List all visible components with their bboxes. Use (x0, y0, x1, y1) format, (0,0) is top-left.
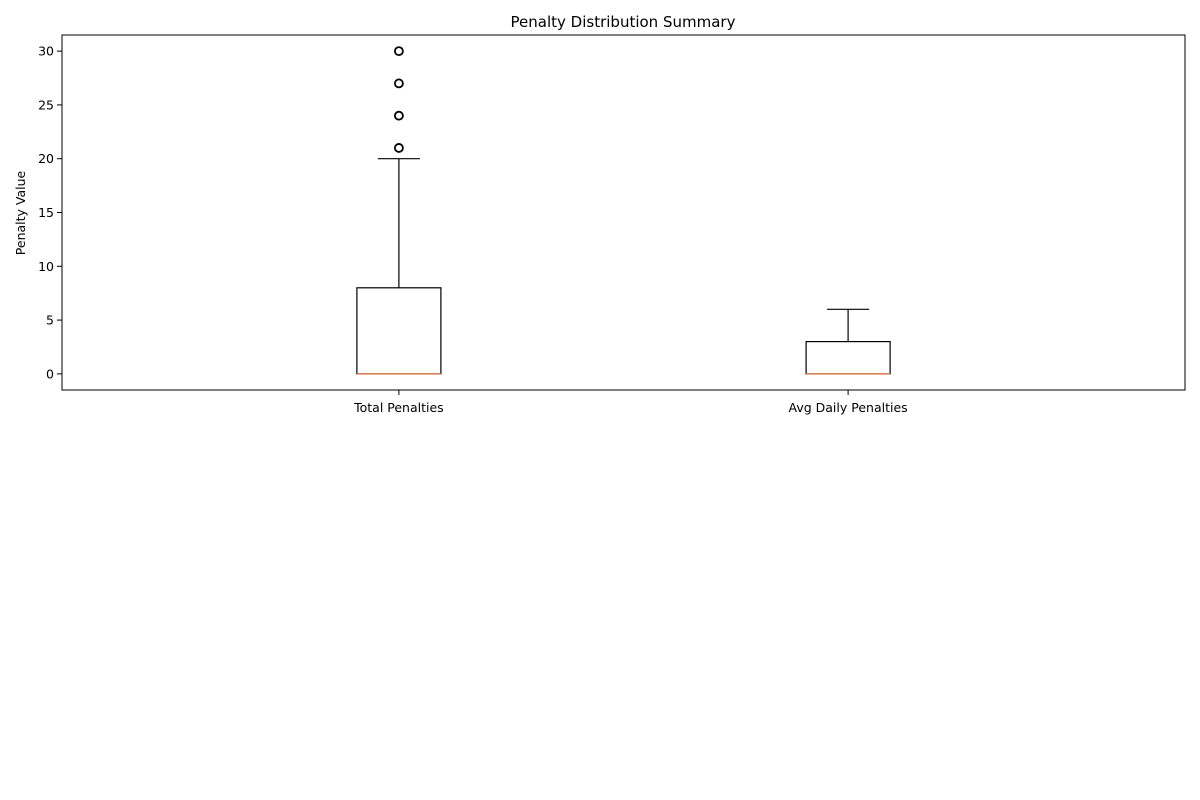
outlier-point-0-3 (393, 46, 404, 57)
outlier-point-0-1 (393, 110, 404, 121)
y-tick-label-5: 25 (38, 97, 54, 112)
chart-title: Penalty Distribution Summary (511, 13, 736, 31)
y-tick-label-4: 20 (38, 151, 54, 166)
y-tick-label-0: 0 (46, 366, 54, 381)
box-group-0 (356, 46, 442, 375)
outlier-point-0-2 (393, 78, 404, 89)
x-tick-label-1: Avg Daily Penalties (789, 400, 908, 415)
y-tick-label-1: 5 (46, 313, 54, 328)
outlier-point-0-0 (393, 143, 404, 153)
box-group-1 (805, 308, 891, 375)
plot-area: 0 5 10 15 20 25 30 Total Penalties Avg Daily Pen… (38, 44, 908, 415)
y-tick-label-6: 30 (38, 44, 54, 59)
y-tick-label-3: 15 (38, 205, 54, 220)
box-0 (356, 287, 442, 375)
box-1 (805, 340, 891, 375)
x-tick-label-0: Total Penalties (353, 400, 444, 415)
y-axis-label: Penalty Value (13, 170, 28, 255)
y-tick-label-2: 10 (38, 259, 54, 274)
plot-frame (61, 34, 1186, 391)
